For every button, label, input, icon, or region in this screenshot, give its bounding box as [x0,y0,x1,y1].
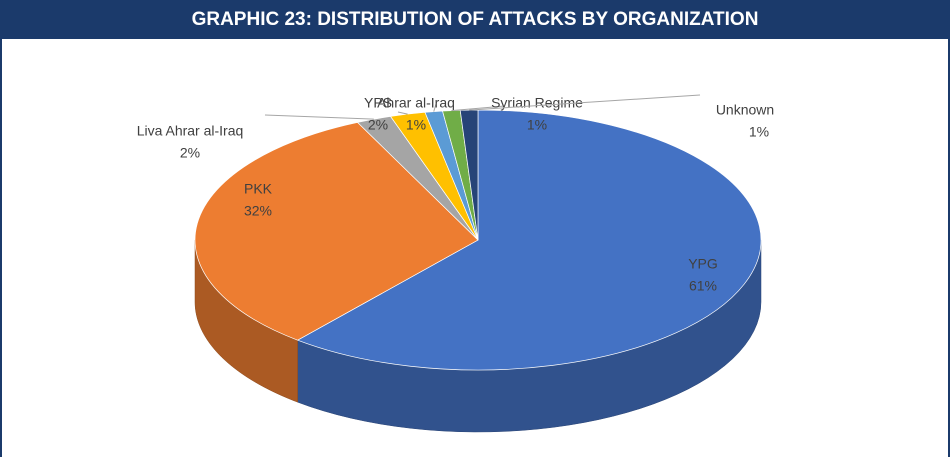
leader-line [433,103,437,112]
leader-line [264,114,374,120]
chart-title: GRAPHIC 23: DISTRIBUTION OF ATTACKS BY O… [192,9,759,30]
data-label-value: 1% [527,117,547,133]
header-bar [0,0,950,38]
data-label-value: 1% [406,117,426,133]
leader-line [451,105,506,112]
data-label-value: 32% [244,203,272,219]
leader-line [469,94,701,111]
data-label-name: Ahrar al-Iraq [377,95,455,111]
slice [296,109,762,371]
data-label-name: Unknown [716,102,774,118]
slice [194,121,479,341]
data-label-value: 1% [749,124,769,140]
data-label-name: PKK [244,181,273,197]
leader-line [397,111,408,115]
data-label-value: 2% [368,117,388,133]
frame [0,37,950,457]
data-label-value: 2% [180,145,200,161]
data-label-name: YPS [364,95,392,111]
data-label-name: Syrian Regime [491,95,583,111]
data-label-name: YPG [688,256,718,272]
data-label-value: 61% [689,278,717,294]
data-label-name: Liva Ahrar al-Iraq [137,123,244,139]
